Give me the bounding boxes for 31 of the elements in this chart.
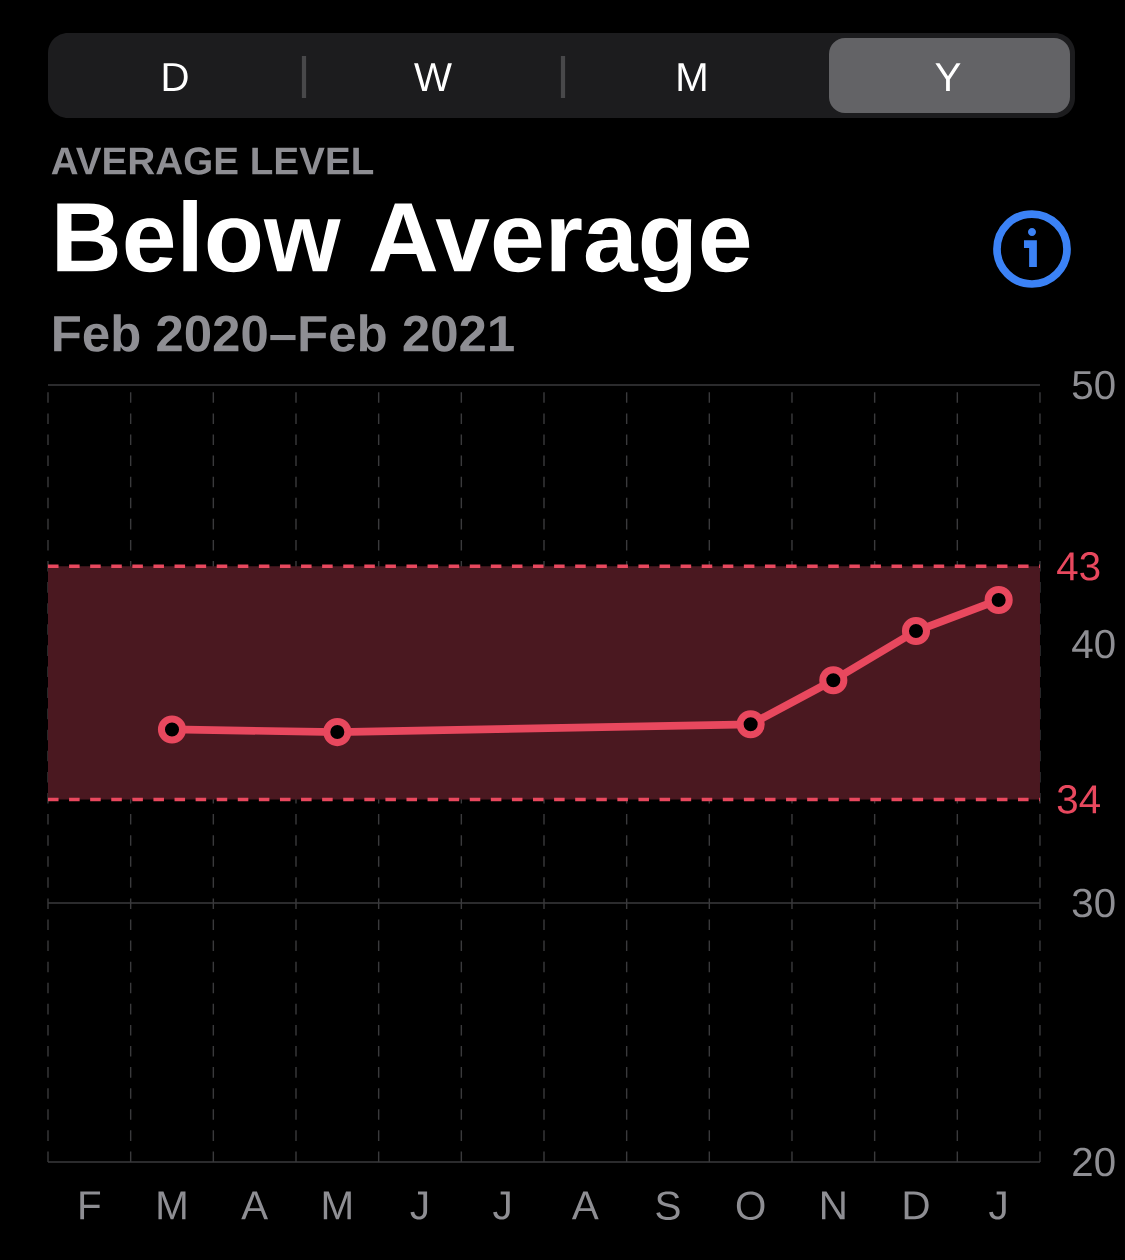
y-tick-label: 30 [1072,888,1115,918]
x-tick-label: O [736,1191,765,1221]
point [323,718,352,747]
x-tick-label: J [493,1191,510,1220]
point [984,585,1013,615]
point [819,666,848,695]
x-tick-label: A [571,1191,599,1220]
text: D [163,63,188,91]
text: M [678,63,706,91]
point [157,715,187,744]
y-tick-label: 40 [1072,629,1115,659]
x-tick-label: A [241,1191,269,1220]
ref-line-label: 34 [1057,785,1100,814]
text: Y [935,63,961,91]
x-tick-label: J [989,1191,1006,1220]
ref-line-label: 43 [1057,552,1100,581]
x-tick-label: M [323,1191,351,1220]
point [736,710,765,739]
point [901,616,931,646]
y-tick-label: 50 [1072,370,1115,400]
x-tick-label: N [822,1191,845,1220]
x-tick-label: D [904,1191,929,1220]
chart-title: Below Average [57,199,750,293]
text: W [414,63,452,91]
x-tick-label: M [158,1191,186,1220]
x-tick-label: J [410,1191,428,1220]
y-tick-label: 20 [1073,1147,1115,1177]
x-tick-label: F [80,1191,101,1220]
chart-subtitle: Feb 2020–Feb 2021 [54,314,514,352]
text: AVERAGE LEVEL [51,147,374,175]
x-tick-label: S [656,1191,680,1221]
